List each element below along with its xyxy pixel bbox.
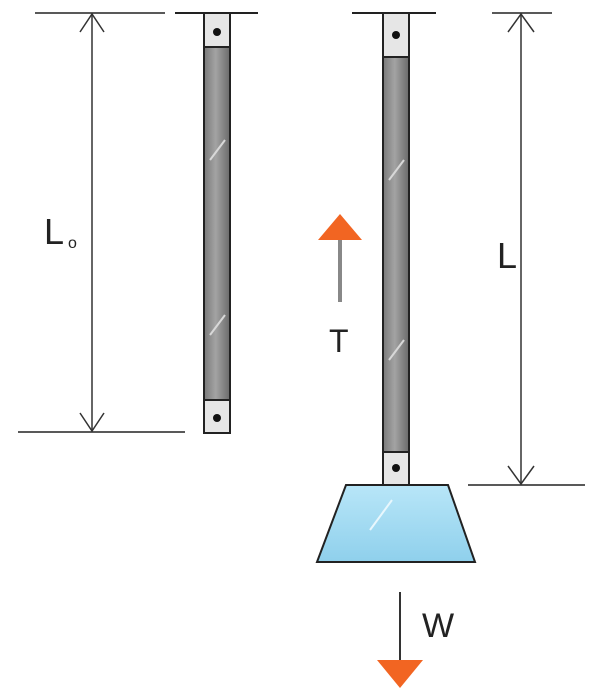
weight-label: W bbox=[422, 607, 454, 645]
hanging-weight bbox=[315, 484, 477, 563]
original-length-subscript: o bbox=[68, 235, 77, 252]
unloaded-bar bbox=[203, 12, 231, 434]
unloaded-bar-group: L o bbox=[18, 12, 258, 434]
stretched-length-arrowhead-bottom bbox=[507, 465, 535, 486]
loaded-bar bbox=[382, 12, 410, 486]
tension-arrowhead bbox=[318, 214, 362, 240]
unloaded-bar-top-cap bbox=[203, 12, 231, 48]
stretched-length-arrowhead-top bbox=[507, 12, 535, 33]
weight-arrowhead bbox=[377, 660, 423, 688]
loaded-bar-bottom-pin bbox=[392, 464, 400, 472]
stretched-length-label: L bbox=[497, 235, 517, 276]
unloaded-bar-bottom-pin bbox=[213, 414, 221, 422]
unloaded-bar-top-pin bbox=[213, 28, 221, 36]
tension-label: T bbox=[329, 323, 349, 359]
loaded-bar-glint-1 bbox=[388, 159, 405, 181]
loaded-bar-group: T W L bbox=[315, 12, 585, 688]
original-length-arrowhead-bottom bbox=[79, 412, 105, 433]
loaded-bar-top-pin bbox=[392, 31, 400, 39]
original-length-label: L bbox=[44, 211, 64, 252]
hanging-weight-glint bbox=[369, 499, 393, 531]
unloaded-bar-glint-1 bbox=[209, 139, 226, 161]
original-length-arrowhead-top bbox=[79, 12, 105, 33]
unloaded-bar-glint-2 bbox=[209, 314, 226, 336]
loaded-bar-glint-2 bbox=[388, 339, 405, 361]
